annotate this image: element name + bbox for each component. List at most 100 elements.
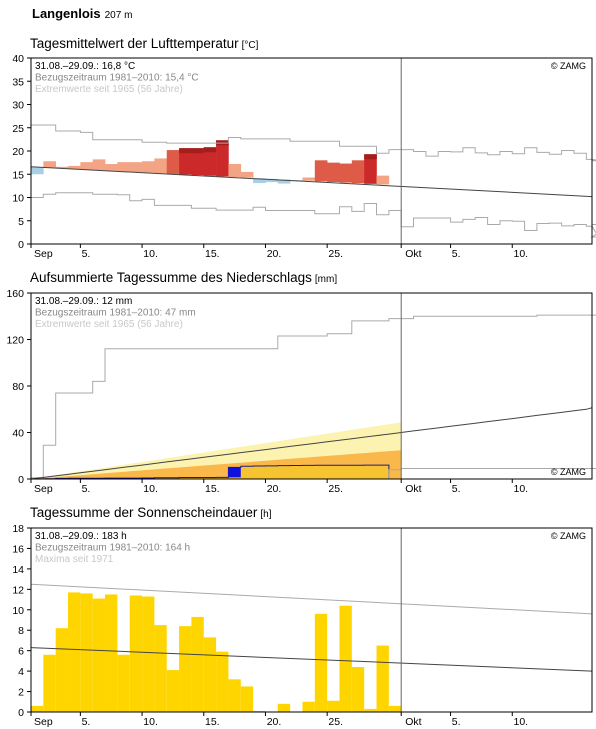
temp-day-anomaly-bar bbox=[216, 140, 229, 177]
sun-day-bar bbox=[240, 686, 254, 712]
temp-day-anomaly-bar bbox=[228, 164, 242, 178]
precip-ytick-label: 120 bbox=[6, 335, 24, 347]
sun-xtick-label: 10. bbox=[513, 716, 528, 728]
temp-day-anomaly-bar bbox=[327, 162, 340, 182]
temp-day-anomaly-bar bbox=[68, 165, 81, 169]
temp-day-anomaly-bar bbox=[253, 178, 266, 184]
sun-ytick-label: 14 bbox=[12, 564, 24, 576]
temp-xtick-label: 5. bbox=[452, 248, 461, 260]
temp-day-anomaly-bar bbox=[203, 147, 217, 176]
sun-day-bar bbox=[351, 667, 365, 712]
sun-day-bar bbox=[388, 705, 402, 712]
sun-title-text: Tagessumme der Sonnenscheindauer bbox=[30, 505, 258, 520]
sun-day-bar bbox=[80, 593, 93, 712]
precip-xtick-label: 25. bbox=[328, 483, 343, 495]
temp-day-anomaly-bar bbox=[55, 166, 69, 169]
temp-ytick-label: 10 bbox=[12, 193, 24, 205]
sun-title-unit: [h] bbox=[260, 509, 272, 520]
sun-day-bar bbox=[327, 700, 340, 712]
sun-day-bar bbox=[216, 651, 229, 712]
sun-day-bar bbox=[43, 654, 56, 712]
sun-max-line bbox=[30, 583, 593, 615]
sun-info-line: 31.08.–29.09.: 183 h bbox=[35, 531, 127, 542]
precip-plot-frame bbox=[30, 292, 593, 480]
temp-xlabel-end-month: Okt bbox=[405, 248, 421, 260]
precip-xlabel-end-month: Okt bbox=[405, 483, 421, 495]
precip-heavy-rain-day bbox=[228, 467, 241, 478]
temp-day-anomaly-bar bbox=[277, 179, 291, 184]
sun-xtick-label: 15. bbox=[205, 716, 220, 728]
station-header: Langenlois 207 m bbox=[32, 6, 132, 21]
temp-day-anomaly-bar bbox=[117, 162, 131, 172]
sun-day-bar bbox=[364, 708, 377, 712]
precip-xtick-label: 15. bbox=[205, 483, 220, 495]
precip-ytick-label: 160 bbox=[6, 288, 24, 300]
temp-xtick-label: 10. bbox=[143, 248, 158, 260]
sun-day-bar bbox=[277, 703, 291, 712]
sun-xlabel-start-month: Sep bbox=[34, 716, 53, 728]
temp-normal-line bbox=[30, 166, 593, 198]
temp-day-anomaly-bar bbox=[376, 175, 390, 185]
sun-ytick-label: 4 bbox=[18, 666, 24, 678]
temp-day-anomaly-bar bbox=[191, 148, 205, 176]
sun-ytick-label: 10 bbox=[12, 605, 24, 617]
sun-day-bar bbox=[314, 613, 328, 712]
temp-xtick-label: 5. bbox=[82, 248, 91, 260]
temp-day-anomaly-bar bbox=[154, 158, 168, 174]
sun-ytick-label: 6 bbox=[18, 646, 24, 658]
precip-xtick-label: 5. bbox=[452, 483, 461, 495]
temp-day-anomaly-bar bbox=[314, 160, 328, 182]
sun-normal-line bbox=[30, 647, 593, 672]
temp-day-anomaly-bar bbox=[179, 148, 192, 175]
temp-xtick-label: 20. bbox=[267, 248, 282, 260]
sun-xtick-label: 25. bbox=[328, 716, 343, 728]
sun-ytick-label: 2 bbox=[18, 687, 24, 699]
temp-info-line: 31.08.–29.09.: 16,8 °C bbox=[35, 61, 135, 72]
temp-ytick-label: 30 bbox=[12, 100, 24, 112]
sun-day-bar bbox=[191, 616, 204, 712]
precip-title-unit: [mm] bbox=[314, 274, 338, 285]
sun-day-bar bbox=[228, 679, 241, 712]
precip-observed-area bbox=[31, 464, 390, 480]
temp-day-anomaly-bar bbox=[166, 150, 180, 174]
temp-max-extreme-line bbox=[31, 124, 596, 162]
temp-day-anomaly-bar bbox=[302, 177, 316, 181]
precip-info-line: Extremwerte seit 1965 (56 Jahre) bbox=[35, 319, 183, 330]
sun-ytick-label: 8 bbox=[18, 625, 24, 637]
sun-info-line: Bezugszeitraum 1981–2010: 164 h bbox=[35, 543, 190, 554]
temp-day-anomaly-bar bbox=[105, 164, 118, 171]
sun-xlabel-end-month: Okt bbox=[405, 716, 421, 728]
precip-max-extreme-line bbox=[31, 314, 596, 479]
sun-xtick-label: 5. bbox=[82, 716, 91, 728]
precip-info-line: 31.08.–29.09.: 12 mm bbox=[35, 296, 132, 307]
sun-day-bar bbox=[31, 705, 44, 712]
sun-day-bar bbox=[92, 598, 106, 712]
precip-copyright: © ZAMG bbox=[551, 467, 586, 477]
sun-day-bar bbox=[203, 637, 217, 712]
sun-day-bar bbox=[142, 596, 155, 712]
sun-ytick-label: 16 bbox=[12, 543, 24, 555]
sun-ytick-label: 18 bbox=[12, 523, 24, 535]
temp-min-extreme-line bbox=[31, 192, 596, 238]
sun-info-line: Maxima seit 1971 bbox=[35, 554, 114, 565]
temp-day-anomaly-bar bbox=[92, 159, 106, 171]
temp-xtick-label: 15. bbox=[205, 248, 220, 260]
temp-ytick-label: 35 bbox=[12, 76, 24, 88]
sun-plot-frame bbox=[30, 527, 593, 713]
precip-xtick-label: 20. bbox=[267, 483, 282, 495]
precip-chart-title: Aufsummierte Tagessumme des Niederschlag… bbox=[30, 270, 337, 285]
sun-day-bar bbox=[68, 592, 81, 712]
station-name: Langenlois bbox=[32, 6, 101, 21]
sun-ytick-label: 0 bbox=[18, 707, 24, 719]
temp-info-line: Bezugszeitraum 1981–2010: 15,4 °C bbox=[35, 73, 199, 84]
sun-day-bar bbox=[55, 628, 69, 712]
temp-title-text: Tagesmittelwert der Lufttemperatur bbox=[30, 36, 239, 51]
precip-ytick-label: 80 bbox=[12, 381, 24, 393]
temp-day-anomaly-peak bbox=[191, 148, 205, 154]
temp-day-anomaly-bar bbox=[80, 162, 93, 170]
temp-ytick-label: 15 bbox=[12, 169, 24, 181]
precip-xtick-label: 10. bbox=[513, 483, 528, 495]
precip-xlabel-start-month: Sep bbox=[34, 483, 53, 495]
temp-title-unit: [°C] bbox=[241, 40, 259, 51]
